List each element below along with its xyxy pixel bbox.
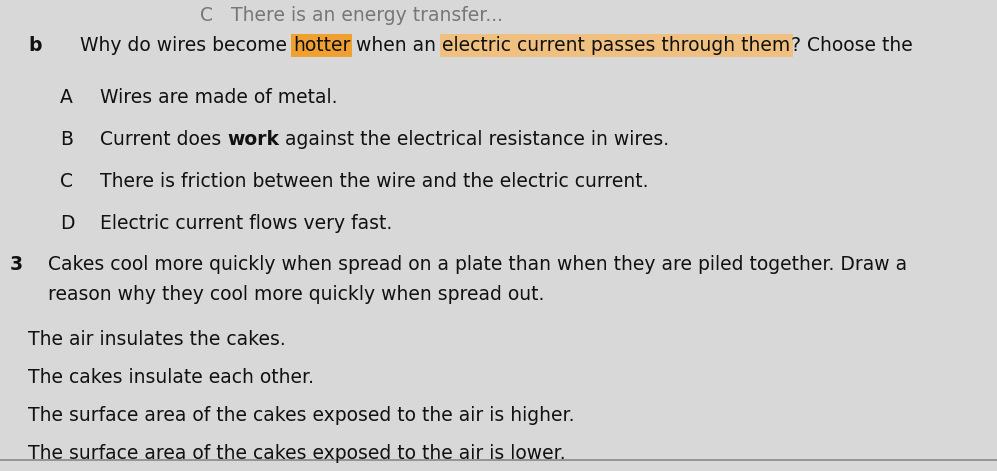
Text: D: D (60, 214, 75, 233)
Text: reason why they cool more quickly when spread out.: reason why they cool more quickly when s… (48, 285, 544, 304)
Text: against the electrical resistance in wires.: against the electrical resistance in wir… (279, 130, 669, 149)
Text: work: work (227, 130, 279, 149)
Text: The surface area of the cakes exposed to the air is lower.: The surface area of the cakes exposed to… (28, 444, 565, 463)
Text: Current does: Current does (100, 130, 227, 149)
Text: Electric current flows very fast.: Electric current flows very fast. (100, 214, 392, 233)
Text: The cakes insulate each other.: The cakes insulate each other. (28, 368, 314, 387)
Text: Why do wires become: Why do wires become (80, 36, 293, 55)
Text: 3: 3 (10, 255, 23, 274)
Text: There is friction between the wire and the electric current.: There is friction between the wire and t… (100, 172, 648, 191)
Text: The air insulates the cakes.: The air insulates the cakes. (28, 330, 286, 349)
Text: B: B (60, 130, 73, 149)
Text: C   There is an energy transfer...: C There is an energy transfer... (200, 6, 503, 25)
Text: Wires are made of metal.: Wires are made of metal. (100, 88, 338, 107)
Text: ? Choose the: ? Choose the (791, 36, 912, 55)
Text: A: A (60, 88, 73, 107)
Text: hotter: hotter (293, 36, 350, 55)
Text: when an: when an (350, 36, 443, 55)
Text: Cakes cool more quickly when spread on a plate than when they are piled together: Cakes cool more quickly when spread on a… (48, 255, 907, 274)
Text: electric current passes through them: electric current passes through them (443, 36, 791, 55)
Text: b: b (28, 36, 42, 55)
Text: The surface area of the cakes exposed to the air is higher.: The surface area of the cakes exposed to… (28, 406, 574, 425)
Text: C: C (60, 172, 73, 191)
